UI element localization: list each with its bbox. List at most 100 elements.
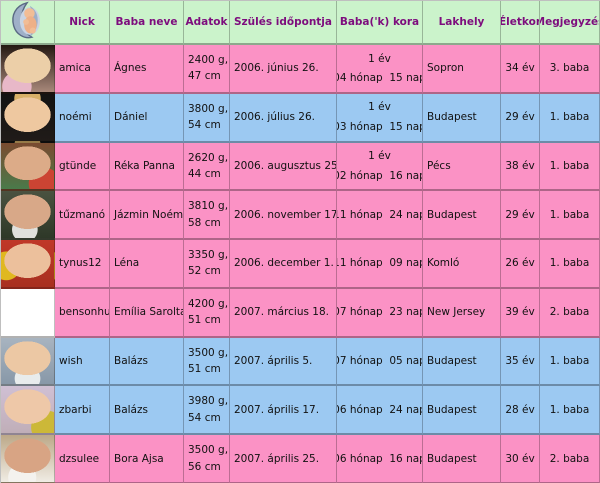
baby-photo bbox=[1, 386, 55, 436]
table-row: noémi Dániel 3800 g, 54 cm 2006. július … bbox=[1, 93, 600, 143]
cell-birth-data: 3810 g, 58 cm bbox=[184, 191, 230, 241]
cell-birth-data: 3500 g, 51 cm bbox=[184, 337, 230, 387]
baby-age-months-days: 03 hónap 15 nap bbox=[337, 120, 423, 133]
cell-birth-data: 4200 g, 51 cm bbox=[184, 288, 230, 338]
cell-nick: noémi bbox=[55, 93, 110, 143]
cell-city: Budapest bbox=[423, 435, 501, 483]
cell-baby-age: 11 hónap 24 nap bbox=[337, 191, 423, 241]
cell-baby-name: Réka Panna bbox=[110, 142, 184, 192]
cell-baby-name: Léna bbox=[110, 240, 184, 289]
cell-birth-data: 3800 g, 54 cm bbox=[184, 93, 230, 143]
cell-baby-age: 1 év 04 hónap 15 nap bbox=[337, 45, 423, 94]
birth-weight: 2400 g, bbox=[188, 54, 229, 67]
birth-weight: 4200 g, bbox=[188, 297, 229, 310]
table-row: zbarbi Balázs 3980 g, 54 cm 2007. áprili… bbox=[1, 386, 600, 436]
cell-birth-date: 2007. április 17. bbox=[230, 386, 337, 436]
birth-weight: 3350 g, bbox=[188, 249, 229, 262]
cell-baby-name: Dániel bbox=[110, 93, 184, 143]
cell-note: 1. baba bbox=[540, 191, 600, 241]
cell-birth-date: 2006. december 1. bbox=[230, 240, 337, 289]
cell-nick: tynus12 bbox=[55, 240, 110, 289]
birth-weight: 3980 g, bbox=[188, 395, 229, 408]
baby-age-years: 1 év bbox=[368, 52, 391, 65]
birth-length: 47 cm bbox=[188, 70, 221, 83]
birth-length: 54 cm bbox=[188, 411, 221, 424]
cell-baby-age: 07 hónap 23 nap bbox=[337, 288, 423, 338]
baby-age-years: 11 hónap 24 nap bbox=[337, 208, 423, 221]
header-cell-adatok: Adatok bbox=[184, 1, 230, 45]
cell-birth-data: 3980 g, 54 cm bbox=[184, 386, 230, 436]
header-cell-szules: Szülés időpontja bbox=[230, 1, 337, 45]
birth-length: 54 cm bbox=[188, 119, 221, 132]
baby-photo bbox=[1, 142, 55, 192]
baby-age-months-days: 02 hónap 16 nap bbox=[337, 169, 423, 182]
cell-baby-name: Bora Ajsa bbox=[110, 435, 184, 483]
cell-baby-age: 1 év 03 hónap 15 nap bbox=[337, 93, 423, 143]
birth-length: 56 cm bbox=[188, 460, 221, 473]
cell-birth-date: 2006. június 26. bbox=[230, 45, 337, 94]
baby-photo bbox=[1, 240, 55, 289]
cell-birth-data: 2620 g, 44 cm bbox=[184, 142, 230, 192]
cell-note: 1. baba bbox=[540, 240, 600, 289]
cell-city: Sopron bbox=[423, 45, 501, 94]
baby-photo bbox=[1, 337, 55, 387]
cell-city: Budapest bbox=[423, 386, 501, 436]
birth-length: 58 cm bbox=[188, 216, 221, 229]
baby-photo bbox=[1, 45, 55, 94]
birth-weight: 2620 g, bbox=[188, 151, 229, 164]
cell-mother-age: 28 év bbox=[501, 386, 540, 436]
baby-age-months-days: 04 hónap 15 nap bbox=[337, 72, 423, 85]
cell-baby-name: Jázmin Noémi bbox=[110, 191, 184, 241]
header-cell-lakhely: Lakhely bbox=[423, 1, 501, 45]
cell-baby-name: Balázs bbox=[110, 386, 184, 436]
cell-baby-name: Balázs bbox=[110, 337, 184, 387]
cell-birth-date: 2007. április 5. bbox=[230, 337, 337, 387]
cell-mother-age: 30 év bbox=[501, 435, 540, 483]
cell-nick: amica bbox=[55, 45, 110, 94]
table-row: gtünde Réka Panna 2620 g, 44 cm 2006. au… bbox=[1, 142, 600, 192]
cell-birth-date: 2006. november 17. bbox=[230, 191, 337, 241]
table-row: amica Ágnes 2400 g, 47 cm 2006. június 2… bbox=[1, 45, 600, 94]
baby-photo bbox=[1, 93, 55, 143]
table-row: tűzmanó Jázmin Noémi 3810 g, 58 cm 2006.… bbox=[1, 191, 600, 241]
header-corner-cell bbox=[1, 1, 55, 45]
baby-age-years: 06 hónap 16 nap bbox=[337, 452, 423, 465]
cell-baby-age: 11 hónap 09 nap bbox=[337, 240, 423, 289]
cell-birth-data: 3500 g, 56 cm bbox=[184, 435, 230, 483]
header-cell-kora: Baba('k) kora bbox=[337, 1, 423, 45]
table-row: dzsulee Bora Ajsa 3500 g, 56 cm 2007. áp… bbox=[1, 435, 600, 483]
cell-mother-age: 35 év bbox=[501, 337, 540, 387]
swaddled-baby-icon bbox=[7, 1, 49, 43]
birth-weight: 3810 g, bbox=[188, 200, 229, 213]
header-cell-nick: Nick bbox=[55, 1, 110, 45]
cell-nick: dzsulee bbox=[55, 435, 110, 483]
birth-length: 51 cm bbox=[188, 362, 221, 375]
cell-nick: wish bbox=[55, 337, 110, 387]
cell-baby-age: 06 hónap 24 nap bbox=[337, 386, 423, 436]
cell-city: Komló bbox=[423, 240, 501, 289]
baby-age-years: 06 hónap 24 nap bbox=[337, 403, 423, 416]
cell-nick: tűzmanó bbox=[55, 191, 110, 241]
cell-nick: bensonhurst bbox=[55, 288, 110, 338]
baby-age-years: 07 hónap 23 nap bbox=[337, 306, 423, 319]
baby-age-years: 1 év bbox=[368, 150, 391, 163]
cell-note: 2. baba bbox=[540, 288, 600, 338]
cell-baby-name: Ágnes bbox=[110, 45, 184, 94]
baby-photo bbox=[1, 288, 55, 338]
cell-mother-age: 26 év bbox=[501, 240, 540, 289]
cell-nick: zbarbi bbox=[55, 386, 110, 436]
cell-city: Pécs bbox=[423, 142, 501, 192]
cell-baby-name: Emília Sarolta bbox=[110, 288, 184, 338]
cell-mother-age: 34 év bbox=[501, 45, 540, 94]
cell-note: 3. baba bbox=[540, 45, 600, 94]
cell-birth-date: 2006. augusztus 25. bbox=[230, 142, 337, 192]
birth-weight: 3800 g, bbox=[188, 102, 229, 115]
cell-note: 1. baba bbox=[540, 337, 600, 387]
cell-baby-age: 06 hónap 16 nap bbox=[337, 435, 423, 483]
cell-note: 1. baba bbox=[540, 93, 600, 143]
cell-birth-data: 3350 g, 52 cm bbox=[184, 240, 230, 289]
cell-baby-age: 1 év 02 hónap 16 nap bbox=[337, 142, 423, 192]
cell-birth-date: 2007. március 18. bbox=[230, 288, 337, 338]
cell-city: Budapest bbox=[423, 191, 501, 241]
cell-note: 1. baba bbox=[540, 142, 600, 192]
